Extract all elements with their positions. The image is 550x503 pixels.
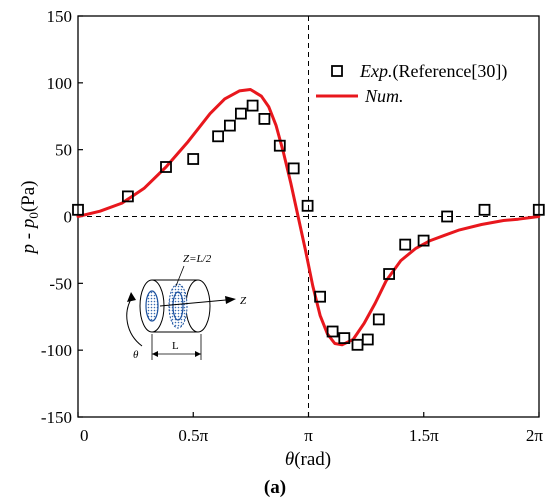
y-tick-label: 50: [55, 141, 72, 160]
legend: Exp.(Reference[30]) Num.: [316, 61, 507, 106]
exp-data-point: [441, 210, 454, 223]
exp-data-point: [372, 313, 385, 326]
exp-data-point: [187, 153, 200, 165]
exp-data-point: [122, 190, 134, 203]
legend-label-num: Num.: [364, 86, 404, 106]
exp-data-point: [399, 238, 412, 251]
exp-data-point: [383, 268, 396, 280]
inset-label-l: L: [172, 340, 179, 352]
y-tick-label: 150: [47, 7, 73, 26]
exp-data-point: [246, 99, 259, 112]
inset-cylinder-inner: [145, 290, 159, 322]
inset-label-z-half: Z=L/2: [183, 253, 212, 265]
inset-cylinder-back: [185, 279, 211, 333]
exp-data-point: [326, 325, 339, 338]
y-axis-label: p - p0(Pa): [18, 181, 41, 256]
y-tick-label: -100: [41, 341, 72, 360]
exp-data-point: [338, 332, 351, 345]
series-num-line: [76, 88, 541, 347]
inset-cross-section-core: [172, 291, 184, 321]
legend-label-exp: Exp.(Reference[30]): [359, 61, 507, 82]
exp-data-point: [417, 234, 430, 247]
exp-data-point: [160, 161, 172, 173]
inset-label-theta: θ: [133, 349, 139, 361]
series-exp-markers: [72, 99, 545, 351]
x-tick-label: 2π: [526, 426, 544, 445]
inset-l-arrow-right: [195, 351, 201, 357]
exp-data-point: [532, 203, 545, 216]
x-tick-label: 0.5π: [178, 426, 208, 445]
x-tick-label: π: [304, 426, 313, 445]
inset-z-half-leader: [175, 265, 185, 287]
y-tick-label: 100: [47, 74, 73, 93]
y-tick-label: -150: [41, 408, 72, 427]
inset-z-arrowhead: [225, 296, 236, 304]
figure-caption: (a): [264, 477, 286, 498]
exp-data-point: [223, 119, 236, 132]
x-axis-ticks: 0 0.5π π 1.5π 2π: [77, 412, 544, 445]
inset-cylinder-diagram: Z Z=L/2 L θ: [126, 253, 247, 361]
y-tick-label: -50: [49, 274, 72, 293]
exp-data-point: [212, 130, 225, 143]
x-tick-label: 1.5π: [409, 426, 439, 445]
inset-theta-arrowhead: [127, 292, 136, 302]
exp-data-point: [273, 139, 286, 152]
exp-data-point: [301, 199, 314, 212]
inset-z-axis: [159, 299, 227, 307]
legend-marker-exp: [331, 65, 343, 77]
inset-label-z: Z: [240, 295, 247, 307]
y-tick-label: 0: [64, 208, 73, 227]
exp-data-point: [478, 203, 491, 216]
inset-l-arrow-left: [152, 351, 158, 357]
exp-data-point: [287, 162, 300, 175]
x-tick-label: 0: [80, 426, 89, 445]
y-axis-ticks: 150 100 50 0 -50 -100 -150: [41, 7, 83, 427]
exp-data-point: [314, 290, 327, 303]
exp-data-point: [258, 113, 271, 125]
exp-data-point: [72, 203, 84, 216]
x-axis-label: θ(rad): [285, 449, 331, 470]
exp-data-point: [234, 107, 247, 120]
exp-data-point: [361, 333, 374, 346]
exp-data-point: [351, 338, 364, 351]
